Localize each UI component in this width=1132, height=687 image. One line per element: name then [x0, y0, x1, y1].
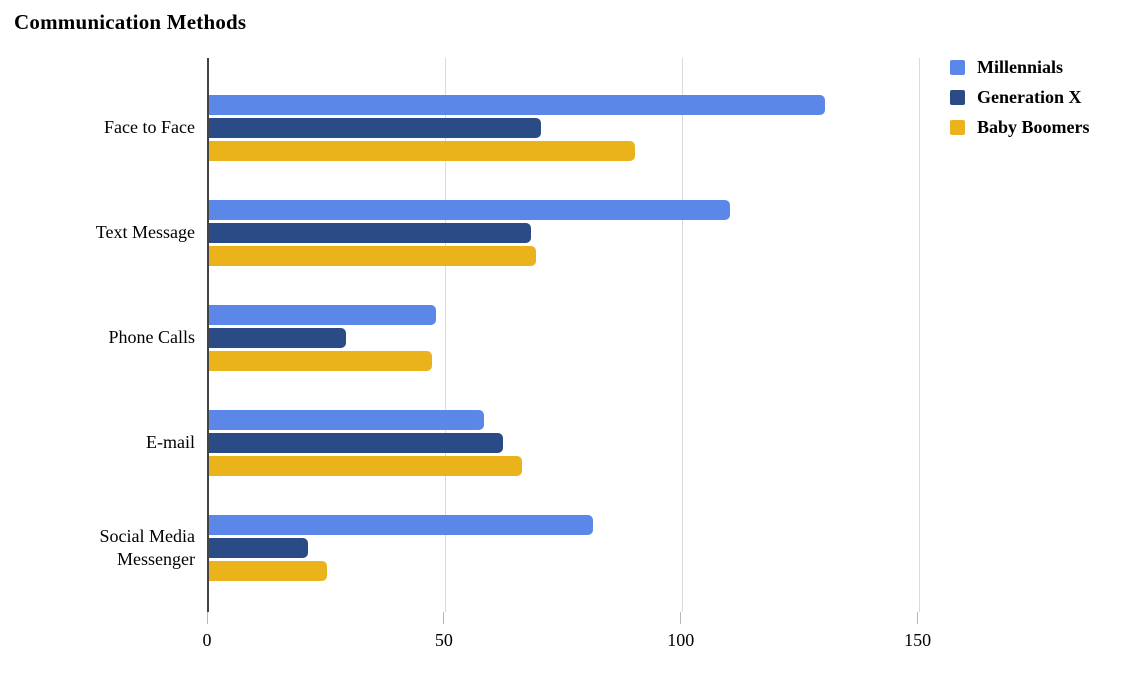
legend-item-baby-boomers: Baby Boomers — [950, 117, 1090, 138]
y-axis-label-e-mail: E-mail — [0, 390, 195, 495]
bar-generation-x-text-message — [209, 222, 532, 243]
y-axis-label-phone-calls: Phone Calls — [0, 285, 195, 390]
legend-swatch-generation-x — [950, 90, 965, 105]
x-tick-0 — [206, 612, 208, 624]
bar-baby-boomers-text-message — [209, 245, 536, 266]
bar-millennials-phone-calls — [209, 304, 437, 325]
bar-generation-x-social-media-messenger — [209, 537, 309, 558]
gridline-50 — [445, 58, 447, 612]
y-axis-label-text: Phone Calls — [108, 327, 195, 348]
bar-group-social-media-messenger — [209, 495, 922, 600]
x-tick-50 — [443, 612, 445, 624]
legend-item-generation-x: Generation X — [950, 87, 1090, 108]
x-tick-100 — [680, 612, 682, 624]
bar-group-phone-calls — [209, 285, 922, 390]
legend-label: Generation X — [977, 87, 1082, 107]
legend-label: Millennials — [977, 57, 1064, 77]
bar-millennials-text-message — [209, 199, 731, 220]
bar-baby-boomers-social-media-messenger — [209, 560, 328, 581]
bar-millennials-face-to-face — [209, 94, 825, 115]
y-axis-label-text-message: Text Message — [0, 180, 195, 285]
legend-swatch-baby-boomers — [950, 120, 965, 135]
bar-generation-x-phone-calls — [209, 327, 347, 348]
y-axis-label-text: Text Message — [95, 222, 195, 243]
legend-item-millennials: Millennials — [950, 57, 1090, 78]
x-axis: 0 50 100 150 — [203, 612, 931, 662]
gridline-150 — [919, 58, 921, 612]
y-axis-labels: Face to Face Text Message Phone Calls E-mai… — [0, 60, 195, 612]
bar-millennials-e-mail — [209, 409, 484, 430]
y-axis-label-text: Social Media Messenger — [99, 526, 195, 569]
legend-swatch-millennials — [950, 60, 965, 75]
legend-label: Baby Boomers — [977, 117, 1090, 137]
x-tick-label-0: 0 — [202, 630, 212, 650]
plot-area — [207, 58, 922, 612]
bar-generation-x-e-mail — [209, 432, 503, 453]
bar-groups — [209, 58, 922, 612]
bar-millennials-social-media-messenger — [209, 514, 593, 535]
x-tick-150 — [917, 612, 919, 624]
chart-title: Communication Methods — [14, 10, 247, 34]
y-axis-label-text: Face to Face — [104, 117, 195, 138]
y-axis-label-social-media-messenger: Social Media Messenger — [0, 495, 195, 600]
bar-group-text-message — [209, 180, 922, 285]
bar-baby-boomers-e-mail — [209, 455, 522, 476]
x-tick-label-100: 100 — [667, 630, 695, 650]
x-tick-label-50: 50 — [434, 630, 453, 650]
bar-baby-boomers-phone-calls — [209, 350, 432, 371]
bar-group-face-to-face — [209, 75, 922, 180]
x-tick-label-150: 150 — [904, 630, 932, 650]
bar-baby-boomers-face-to-face — [209, 140, 636, 161]
y-axis-label-face-to-face: Face to Face — [0, 75, 195, 180]
bar-generation-x-face-to-face — [209, 117, 541, 138]
legend: Millennials Generation X Baby Boomers — [950, 57, 1090, 138]
bar-group-e-mail — [209, 390, 922, 495]
y-axis-label-text: E-mail — [146, 432, 195, 453]
gridline-100 — [682, 58, 684, 612]
